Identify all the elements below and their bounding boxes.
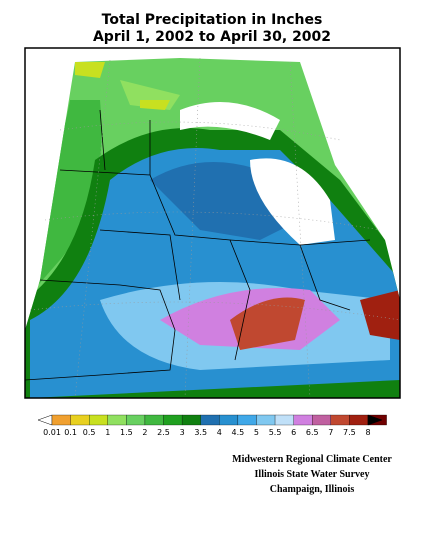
colorbar-label: 1.5 bbox=[120, 428, 133, 437]
colorbar-label: 6 bbox=[291, 428, 296, 437]
colorbar-label: 2.5 bbox=[157, 428, 170, 437]
colorbar-swatch bbox=[349, 414, 369, 426]
credits: Midwestern Regional Climate Center Illino… bbox=[232, 454, 392, 495]
colorbar-swatch bbox=[219, 414, 239, 426]
colorbar-swatch bbox=[237, 414, 257, 426]
colorbar-label: 0.1 bbox=[64, 428, 77, 437]
colorbar-swatch bbox=[293, 414, 313, 426]
colorbar-swatch bbox=[330, 414, 350, 426]
colorbar: 0.01 0.1 0.5 1 1.5 2 2.5 3 3.5 4 4.5 5 5.5 6 6.5 7 7.5 8 bbox=[37, 414, 387, 437]
subtitle: April 1, 2002 to April 30, 2002 bbox=[93, 29, 331, 45]
colorbar-label: 0.5 bbox=[83, 428, 96, 437]
colorbar-swatch bbox=[312, 414, 331, 426]
colorbar-label: 3 bbox=[180, 428, 185, 437]
colorbar-swatch bbox=[51, 414, 71, 426]
colorbar-swatch bbox=[144, 414, 164, 426]
colorbar-swatch bbox=[107, 414, 127, 426]
colorbar-label: 5 bbox=[254, 428, 259, 437]
colorbar-label: 7.5 bbox=[343, 428, 356, 437]
credit-line: Midwestern Regional Climate Center bbox=[232, 454, 392, 465]
colorbar-label: 1 bbox=[105, 428, 110, 437]
colorbar-swatch bbox=[163, 414, 183, 426]
title: Total Precipitation in Inches bbox=[102, 12, 323, 28]
colorbar-label: 2 bbox=[142, 428, 147, 437]
colorbar-swatch bbox=[70, 414, 90, 426]
colorbar-label: 5.5 bbox=[269, 428, 282, 437]
colorbar-label: 8 bbox=[365, 428, 370, 437]
colorbar-label: 3.5 bbox=[194, 428, 207, 437]
credit-line: Champaign, Illinois bbox=[270, 484, 355, 495]
colorbar-end bbox=[367, 414, 383, 426]
colorbar-label: 4.5 bbox=[232, 428, 245, 437]
colorbar-label: 6.5 bbox=[306, 428, 319, 437]
colorbar-swatch bbox=[181, 414, 201, 426]
colorbar-swatch bbox=[274, 414, 294, 426]
colorbar-swatch bbox=[200, 414, 220, 426]
credit-line: Illinois State Water Survey bbox=[255, 469, 370, 480]
colorbar-label: 4 bbox=[217, 428, 222, 437]
colorbar-label: 7 bbox=[328, 428, 333, 437]
colorbar-swatch bbox=[256, 414, 276, 426]
colorbar-swatch bbox=[126, 414, 146, 426]
colorbar-end bbox=[37, 414, 53, 426]
colorbar-label: 0.01 bbox=[43, 428, 61, 437]
map bbox=[24, 47, 401, 399]
colorbar-swatch bbox=[89, 414, 108, 426]
